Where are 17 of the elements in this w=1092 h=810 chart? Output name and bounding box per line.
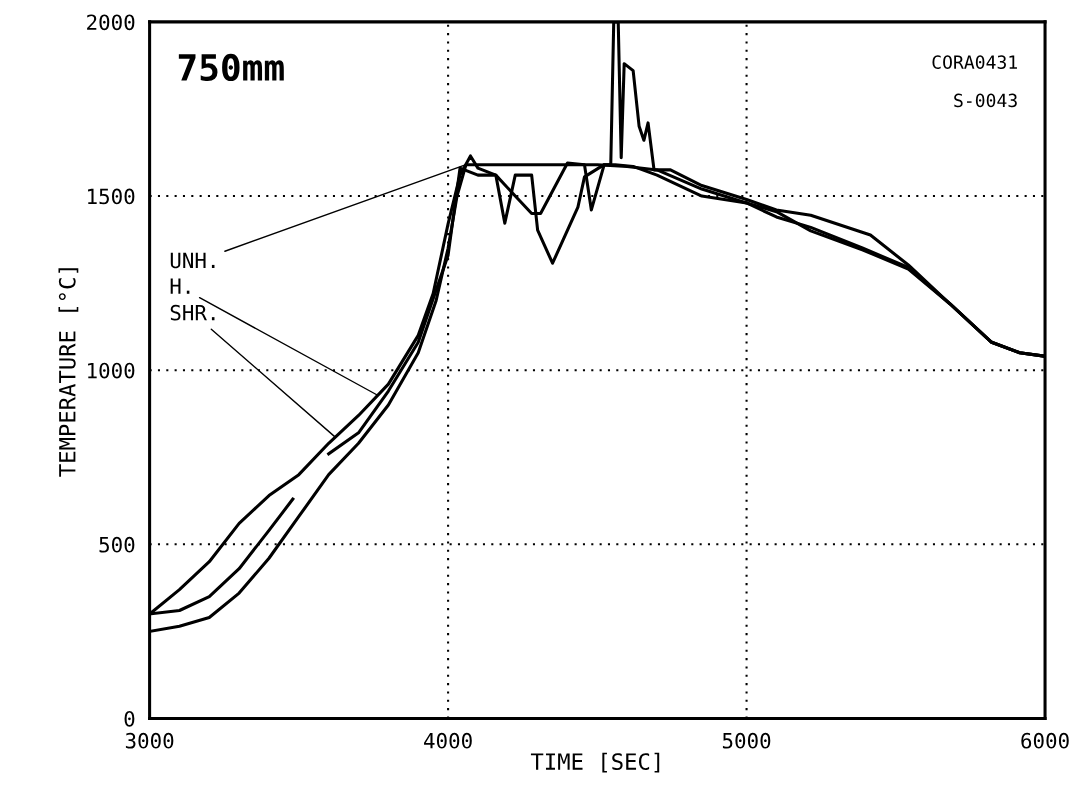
y-tick-label: 2000 — [87, 14, 135, 31]
y-axis-title: TEMPERATURE [°C] — [58, 268, 79, 477]
annotation: SHR. — [170, 304, 215, 321]
annotation: H. — [170, 278, 190, 294]
annotation: S-0043 — [954, 93, 1017, 108]
y-tick-label: 500 — [99, 536, 135, 553]
y-tick-label: 1500 — [88, 188, 135, 205]
annotation: 750mm — [178, 53, 284, 82]
x-tick-label: 5000 — [722, 732, 771, 749]
x-tick-label: 6000 — [1021, 732, 1069, 749]
y-tick-label: 0 — [124, 710, 135, 727]
x-tick-label: 3000 — [125, 732, 174, 749]
annotation: CORA0431 — [932, 55, 1017, 69]
x-axis-title: TIME [SEC] — [530, 752, 660, 773]
annotation: UNH. — [170, 252, 215, 269]
x-tick-label: 4000 — [424, 732, 472, 749]
y-tick-label: 1000 — [88, 362, 135, 379]
